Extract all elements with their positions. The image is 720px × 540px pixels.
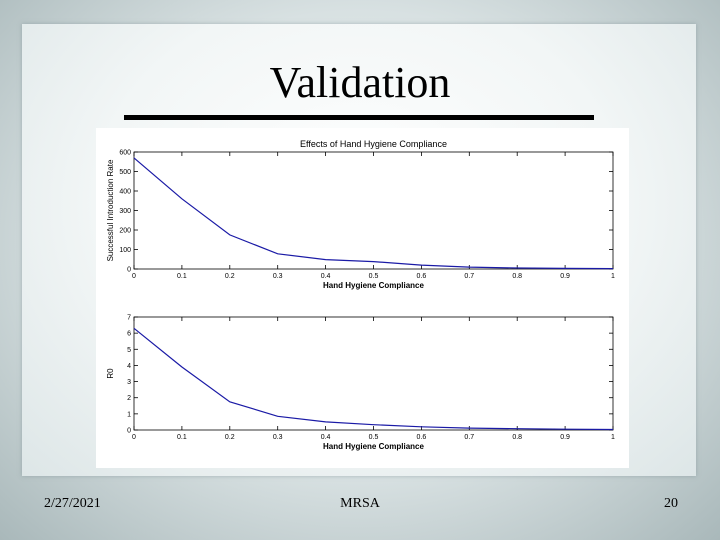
chart-2: 0 0.1 0.2 0.3 0.4 0.5 0.6 0.7 0.8 0.9 1 0 1 2 3 4 5 6 7 Han…	[106, 315, 615, 452]
y-tick-label: 200	[119, 228, 131, 235]
x-tick-label: 0.7	[464, 273, 474, 280]
x-tick-label: 0.6	[417, 434, 427, 441]
x-tick-label: 0	[132, 273, 136, 280]
chart-title: Effects of Hand Hygiene Compliance	[300, 139, 447, 149]
x-tick-label: 0.9	[560, 434, 570, 441]
y-axis-label: Successful Introduction Rate	[106, 159, 115, 261]
x-tick-label: 1	[611, 434, 615, 441]
chart-figure: 0 0.1 0.2 0.3 0.4 0.5 0.6 0.7 0.8 0.9 101002003004…	[106, 139, 615, 452]
slide-title: Validation	[269, 58, 451, 107]
y-tick-label: 400	[119, 189, 131, 196]
y-tick-label: 1	[127, 411, 131, 418]
y-tick-label: 7	[127, 315, 131, 322]
x-tick-label: 0.2	[225, 273, 235, 280]
x-tick-label: 0.4	[321, 434, 331, 441]
x-axis-label: Hand Hygiene Compliance	[323, 442, 424, 451]
x-tick-label: 0.1	[177, 434, 187, 441]
x-tick-label: 0.5	[369, 434, 379, 441]
y-tick-label: 100	[119, 247, 131, 254]
y-tick-label: 2	[127, 395, 131, 402]
x-tick-label: 0.8	[512, 273, 522, 280]
x-tick-label: 0.3	[273, 434, 283, 441]
footer-date: 2/27/2021	[44, 496, 101, 511]
title-underline	[124, 115, 594, 120]
x-axis-label: Hand Hygiene Compliance	[323, 281, 424, 290]
y-tick-label: 500	[119, 169, 131, 176]
y-tick-label: 6	[127, 331, 131, 338]
x-tick-label: 0.5	[369, 273, 379, 280]
y-tick-label: 600	[119, 150, 131, 157]
page-number: 20	[664, 496, 678, 511]
series-line	[133, 327, 614, 431]
x-tick-label: 0.7	[464, 434, 474, 441]
x-tick-label: 0.3	[273, 273, 283, 280]
y-tick-label: 300	[119, 208, 131, 215]
x-tick-label: 0	[132, 434, 136, 441]
plot-frame	[133, 316, 614, 431]
x-tick-label: 0.8	[512, 434, 522, 441]
x-tick-label: 0.1	[177, 273, 187, 280]
y-tick-label: 3	[127, 379, 131, 386]
x-tick-label: 0.4	[321, 273, 331, 280]
plot-frame	[133, 151, 614, 270]
y-tick-label: 0	[127, 428, 131, 435]
y-tick-label: 0	[127, 267, 131, 274]
x-tick-label: 0.2	[225, 434, 235, 441]
chart-1: 0 0.1 0.2 0.3 0.4 0.5 0.6 0.7 0.8 0.9 1 0 100 200 300 4…	[106, 139, 615, 290]
y-axis-label: R0	[106, 368, 115, 379]
x-tick-label: 1	[611, 273, 615, 280]
x-tick-label: 0.6	[417, 273, 427, 280]
footer-center: MRSA	[340, 496, 380, 511]
y-tick-label: 4	[127, 363, 131, 370]
x-tick-label: 0.9	[560, 273, 570, 280]
y-tick-label: 5	[127, 347, 131, 354]
figure: 0 0.1 0.2 0.3 0.4 0.5 0.6 0.7 0.8 0.9 1 0 100 200 300 4…	[96, 128, 629, 468]
series-line	[133, 157, 614, 270]
